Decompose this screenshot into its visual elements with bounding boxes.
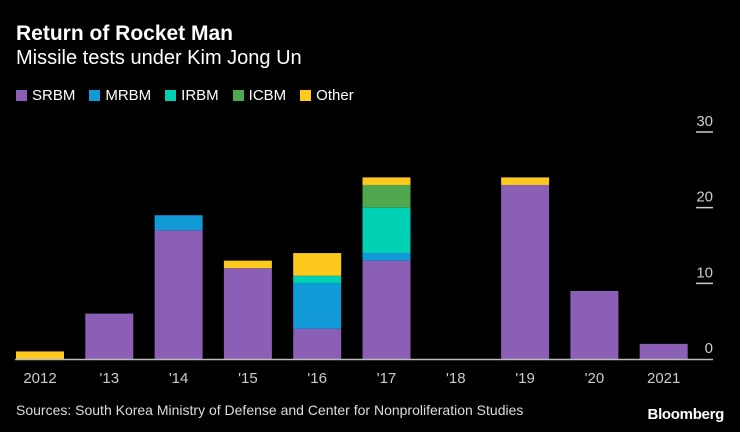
bar-irbm-5 [362,207,411,254]
bar-mrbm-2 [154,215,203,231]
legend-label: Other [316,87,354,104]
chart-title: Return of Rocket Man [16,22,234,45]
x-tick-label: '14 [169,370,189,387]
y-tick-label: 0 [705,340,713,357]
bar-srbm-4 [293,328,342,359]
x-tick-label: '16 [307,370,327,387]
y-tick-label: 20 [696,189,713,206]
bar-srbm-1 [85,313,134,359]
bar-irbm-4 [293,275,342,284]
bar-srbm-5 [362,260,411,359]
bar-srbm-2 [154,230,203,359]
legend-label: SRBM [32,87,76,104]
chart-subtitle: Missile tests under Kim Jong Un [16,47,302,69]
bar-icbm-5 [362,184,411,208]
bloomberg-logo: Bloomberg [647,406,725,423]
bar-srbm-9 [639,343,688,359]
legend: SRBM MRBM IRBM ICBM Other [16,87,354,104]
bar-mrbm-4 [293,283,342,329]
bar-srbm-3 [223,268,272,359]
legend-label: MRBM [105,87,152,104]
legend-swatch [89,90,101,101]
x-tick-label: '18 [446,370,466,387]
bar-mrbm-5 [362,253,411,261]
legend-swatch [232,90,244,101]
x-tick-label: 2021 [647,370,680,387]
legend-swatch [165,90,177,101]
x-tick-label: '20 [585,370,605,387]
legend-item-irbm: IRBM [165,87,219,104]
legend-item-other: Other [300,87,354,104]
bar-other-4 [293,253,342,276]
x-tick-label: '15 [238,370,258,387]
legend-item-icbm: ICBM [232,87,287,104]
y-tick-label: 30 [696,113,713,130]
x-tick-label: 2012 [23,370,56,387]
legend-label: IRBM [181,87,219,104]
y-tick-label: 10 [696,264,713,281]
legend-swatch [300,90,312,101]
legend-item-mrbm: MRBM [89,87,151,104]
x-tick-label: '13 [100,370,120,387]
bar-other-0 [16,351,64,359]
x-tick-label: '19 [515,370,535,387]
x-tick-label: '17 [377,370,397,387]
legend-swatch [16,90,27,101]
bar-other-5 [362,177,411,185]
legend-label: ICBM [248,87,287,104]
bar-other-7 [501,177,550,185]
bar-other-3 [223,260,272,269]
bar-srbm-8 [570,290,619,359]
legend-item-srbm: SRBM [16,87,75,104]
bar-srbm-7 [501,184,550,359]
source-note: Sources: South Korea Ministry of Defense… [16,402,524,418]
